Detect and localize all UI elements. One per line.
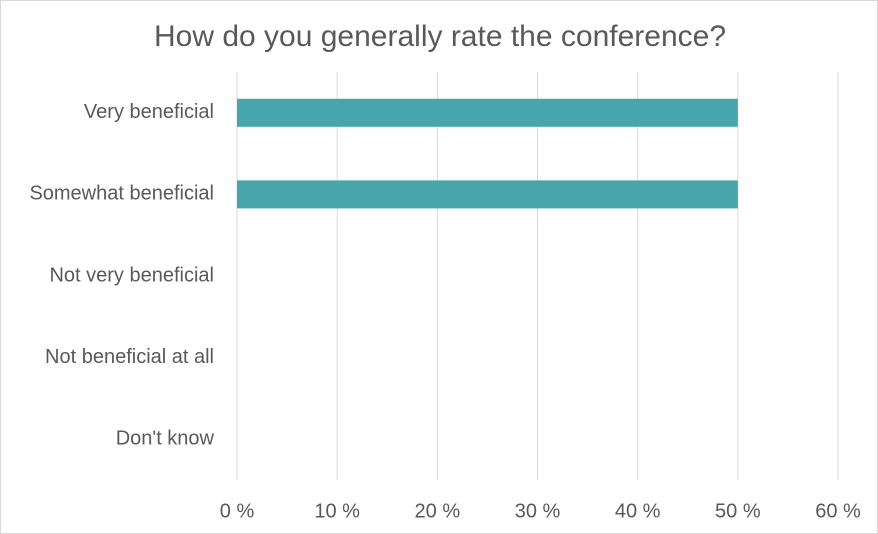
bar (237, 180, 738, 209)
x-tick-label: 20 % (415, 500, 461, 522)
y-tick-label: Somewhat beneficial (29, 183, 214, 205)
x-tick-label: 10 % (314, 500, 360, 522)
x-tick-label: 0 % (220, 500, 255, 522)
x-tick-label: 50 % (715, 500, 761, 522)
x-tick-label: 40 % (615, 500, 661, 522)
y-tick-label: Don't know (116, 427, 215, 449)
y-tick-label: Not very beneficial (49, 264, 214, 286)
bar (237, 98, 738, 127)
y-tick-label: Very beneficial (84, 101, 214, 123)
y-tick-label: Not beneficial at all (45, 346, 214, 368)
x-tick-label: 60 % (815, 500, 861, 522)
chart-title: How do you generally rate the conference… (154, 20, 726, 53)
x-tick-label: 30 % (515, 500, 561, 522)
